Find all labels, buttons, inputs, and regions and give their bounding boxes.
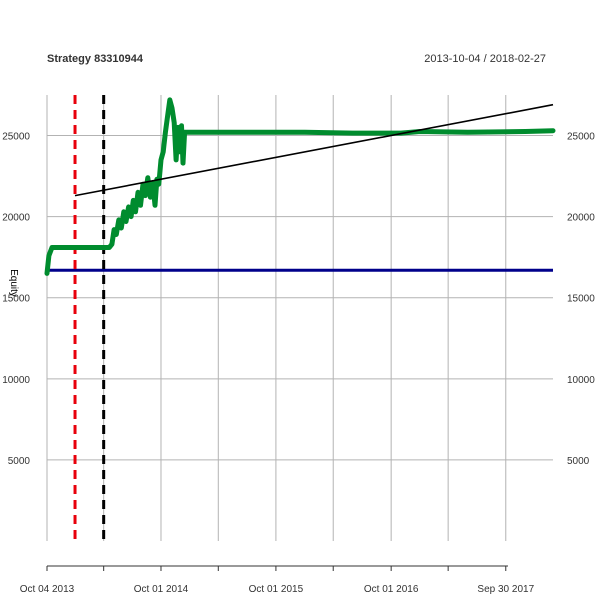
series-layer (44, 95, 556, 541)
x-tick-label: Oct 01 2016 (364, 584, 419, 595)
equity-point (523, 129, 527, 133)
equity-point (166, 114, 170, 118)
y-tick-label-left: 25000 (2, 132, 30, 143)
equity-point (107, 245, 111, 249)
y-tick-label-right: 15000 (567, 294, 595, 305)
axes (46, 565, 508, 571)
chart-title: Strategy 83310944 (47, 53, 144, 65)
equity-point (114, 232, 118, 236)
equity-point (153, 203, 157, 207)
equity-point (110, 242, 114, 246)
x-tick-label: Oct 01 2014 (134, 584, 189, 595)
y-tick-label-left: 5000 (8, 456, 31, 467)
equity-point (179, 124, 183, 128)
equity-point (168, 98, 172, 102)
equity-point (159, 158, 163, 162)
x-tick-label: Oct 04 2013 (20, 584, 75, 595)
equity-point (163, 130, 167, 134)
equity-point (174, 158, 178, 162)
y-tick-label-right: 20000 (567, 213, 595, 224)
equity-point (131, 198, 135, 202)
equity-point (124, 220, 128, 224)
equity-point (235, 130, 239, 134)
x-tick-label: Sep 30 2017 (477, 584, 534, 595)
y-tick-label-right: 5000 (567, 456, 590, 467)
equity-point (129, 215, 133, 219)
equity-point (172, 121, 176, 125)
equity-point (76, 245, 80, 249)
trend-line (74, 103, 554, 197)
date-range: 2013-10-04 / 2018-02-27 (424, 53, 546, 65)
equity-point (151, 181, 155, 185)
y-axis-label: Equity (8, 269, 19, 297)
equity-point (112, 228, 116, 232)
equity-point (148, 195, 152, 199)
equity-point (47, 254, 51, 258)
equity-point (161, 150, 165, 154)
equity-point (157, 182, 161, 186)
equity-point (122, 210, 126, 214)
y-tick-label-left: 15000 (2, 294, 30, 305)
equity-point (117, 218, 121, 222)
equity-point (181, 161, 185, 165)
tick-labels: 5000 5000 10000 10000 15000 15000 20000 20000 25… (2, 132, 595, 595)
equity-point (119, 226, 123, 230)
equity-point (170, 106, 174, 110)
equity-point (139, 203, 143, 207)
equity-point (303, 130, 307, 134)
equity-point (351, 131, 355, 135)
equity-point (127, 205, 131, 209)
equity-point (466, 130, 470, 134)
equity-point (146, 176, 150, 180)
equity-point (183, 130, 187, 134)
y-tick-label-right: 25000 (567, 132, 595, 143)
equity-point (133, 210, 137, 214)
y-tick-label-left: 20000 (2, 213, 30, 224)
grid-lines (46, 95, 553, 541)
equity-point (143, 194, 147, 198)
equity-point (50, 245, 54, 249)
equity-point (551, 129, 555, 133)
equity-point (45, 271, 49, 275)
y-tick-label-right: 10000 (567, 375, 595, 386)
equity-point (136, 190, 140, 194)
y-tick-label-left: 10000 (2, 375, 30, 386)
x-tick-label: Oct 01 2015 (249, 584, 304, 595)
equity-point (178, 150, 182, 154)
equity-point (176, 125, 180, 129)
